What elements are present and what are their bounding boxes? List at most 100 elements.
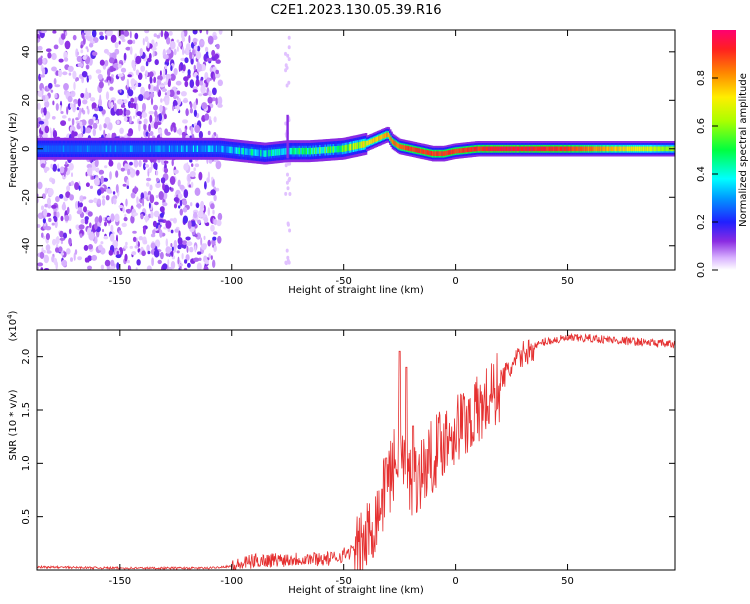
noise-blob (110, 213, 115, 222)
noise-blob (130, 170, 135, 178)
noise-blob (212, 236, 217, 241)
noise-blob (135, 267, 138, 270)
noise-blob (43, 107, 47, 116)
noise-blob (176, 39, 180, 43)
noise-blob (197, 63, 202, 72)
ridge-cell (242, 148, 245, 155)
noise-blob (91, 30, 97, 38)
snr-scale-close: ) (8, 310, 19, 314)
ridge-cell (65, 145, 68, 152)
ridge-cell (605, 146, 608, 152)
noise-blob (142, 197, 145, 207)
ridge-spike (286, 114, 289, 159)
noise-blob (203, 243, 207, 249)
y-tick-label: 2.0 (21, 349, 32, 365)
noise-blob (112, 240, 119, 249)
ridge-cell (164, 145, 168, 152)
noise-blob (46, 250, 52, 254)
noise-blob (110, 224, 114, 233)
ridge-cell (178, 145, 181, 152)
ridge-cell (227, 146, 231, 153)
noise-blob (75, 78, 78, 82)
ridge-cell (245, 148, 248, 155)
noise-blob (100, 264, 105, 270)
ridge-cell (642, 146, 646, 152)
noise-blob (143, 123, 147, 131)
noise-blob (95, 167, 100, 173)
snr-frame (36, 329, 676, 571)
ridge-cell (601, 146, 604, 152)
ridge-cell (176, 145, 180, 152)
noise-blob (152, 229, 156, 235)
ridge-cell (266, 150, 270, 157)
noise-blob (157, 219, 164, 223)
ridge-cell (229, 146, 232, 154)
noise-blob (153, 121, 159, 130)
noise-blob (59, 230, 64, 238)
ridge-cell (160, 145, 164, 152)
noise-blob (104, 259, 111, 267)
noise-blob (85, 127, 92, 134)
noise-blob (148, 83, 151, 90)
ridge-cell (366, 141, 369, 146)
noise-blob (130, 215, 135, 224)
ridge-cell (350, 143, 353, 151)
noise-blob (132, 39, 136, 45)
ridge-cell (595, 146, 599, 152)
ridge-cell (94, 145, 98, 152)
ridge-cell (155, 145, 158, 152)
noise-blob (103, 123, 107, 129)
noise-blob (125, 109, 131, 116)
noise-blob (66, 248, 71, 255)
ridge-cell (54, 145, 57, 152)
noise-blob (190, 181, 194, 188)
ridge-cell (140, 145, 143, 152)
noise-blob (184, 57, 189, 64)
noise-blob (86, 259, 90, 263)
ridge-cell (587, 146, 591, 152)
noise-blob (153, 249, 160, 258)
noise-blob (76, 107, 80, 111)
noise-blob (207, 207, 210, 217)
ridge-cell (170, 145, 173, 152)
noise-blob (86, 163, 93, 169)
ridge-cell (179, 145, 182, 152)
noise-blob (75, 201, 79, 210)
ridge-cell (281, 148, 284, 155)
ridge-cell (421, 149, 424, 154)
ridge-cell (250, 148, 254, 156)
ridge-cell (415, 147, 419, 153)
ridge-cell (358, 142, 361, 149)
noise-blob (159, 229, 163, 238)
noise-blob (92, 128, 97, 137)
noise-blob (127, 168, 131, 176)
noise-blob (174, 228, 179, 233)
ridge-cell (280, 148, 283, 156)
ridge-cell (237, 147, 240, 154)
noise-blob (63, 169, 66, 177)
noise-blob (59, 104, 62, 112)
snr-background (37, 330, 675, 570)
ridge-cell (507, 146, 510, 152)
ridge-cell (128, 145, 131, 152)
snr-y-label: SNR (10 * v/v) (8, 389, 19, 460)
noise-blob (145, 70, 148, 77)
ridge-cell (394, 141, 397, 146)
ridge-cell (579, 146, 583, 152)
ridge-cell (103, 145, 106, 152)
ridge-cell (129, 145, 133, 152)
ridge-cell (648, 146, 651, 152)
ridge-cell (120, 145, 123, 152)
noise-blob (112, 195, 118, 200)
noise-blob (73, 81, 76, 91)
noise-blob (87, 265, 92, 270)
ridge-cell (175, 145, 178, 152)
noise-blob (287, 35, 291, 40)
noise-blob (142, 38, 145, 46)
ridge-cell (532, 146, 536, 152)
noise-blob (134, 245, 139, 249)
noise-blob (86, 167, 93, 177)
noise-blob (88, 43, 94, 48)
ridge-cell (151, 145, 154, 152)
noise-blob (168, 89, 175, 98)
